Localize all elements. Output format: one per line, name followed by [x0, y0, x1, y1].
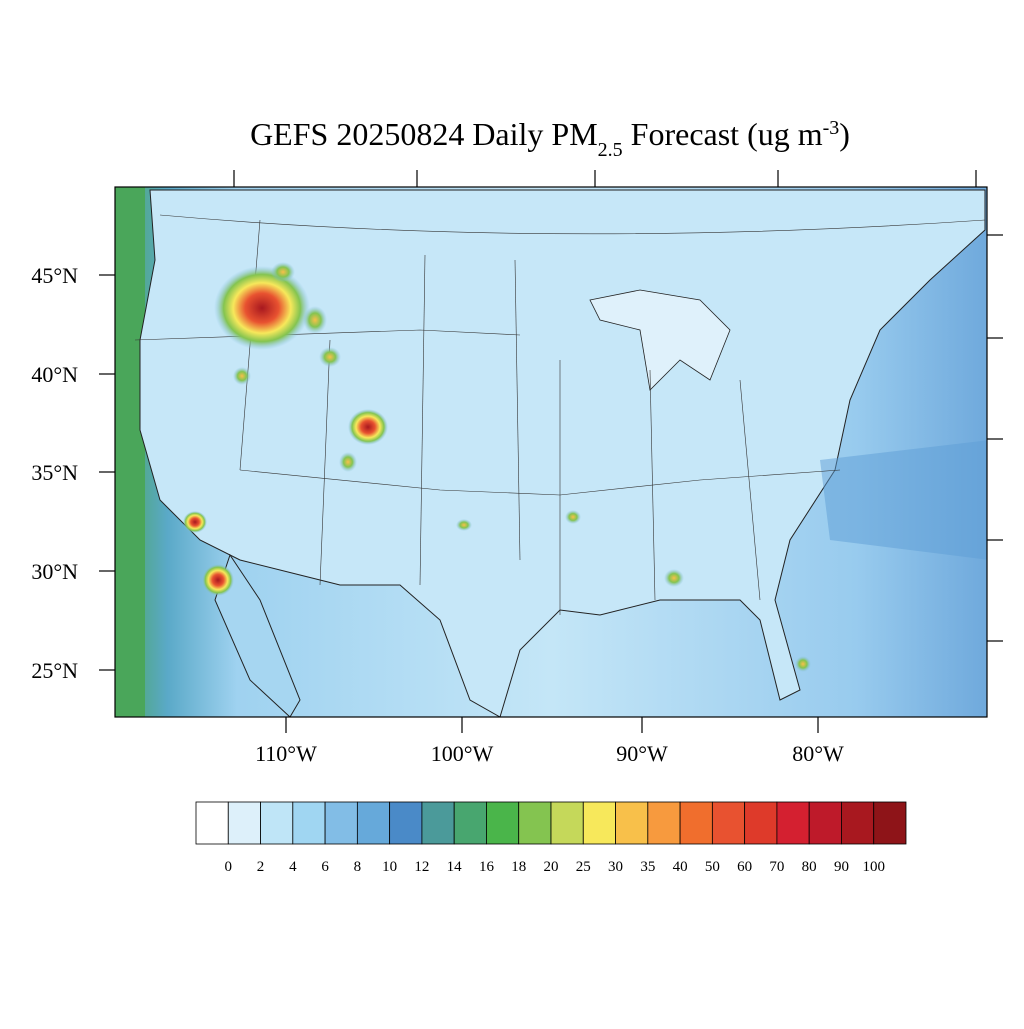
- colorbar-label: 100: [862, 859, 885, 875]
- title: GEFS 20250824 Daily PM2.5 Forecast (ug m…: [250, 116, 850, 161]
- lat-label: 35°N: [31, 460, 78, 485]
- great-lakes: [589, 289, 731, 391]
- colorbar-label: 60: [737, 859, 752, 875]
- colorbar-box: [486, 801, 520, 845]
- title-subscript: 2.5: [598, 139, 623, 161]
- map: [115, 187, 987, 717]
- colorbar-box: [873, 801, 907, 845]
- colorbar-box: [582, 801, 616, 845]
- colorbar-box: [841, 801, 875, 845]
- colorbar-label: 14: [447, 859, 463, 875]
- colorbar-label: 20: [544, 859, 559, 875]
- smoke-plume: [664, 569, 684, 587]
- smoke-plume: [233, 367, 251, 385]
- lat-label: 25°N: [31, 658, 78, 683]
- smoke-plume: [795, 656, 811, 672]
- lon-label: 100°W: [431, 741, 494, 766]
- colorbar-box: [260, 801, 294, 845]
- colorbar-box: [679, 801, 713, 845]
- colorbar-label: 30: [608, 859, 623, 875]
- colorbar-box: [615, 801, 649, 845]
- lon-label: 80°W: [792, 741, 844, 766]
- colorbar-label: 12: [414, 859, 429, 875]
- colorbar-label: 6: [321, 859, 329, 875]
- colorbar-label: 2: [257, 859, 265, 875]
- colorbar-label: 18: [511, 859, 526, 875]
- smoke-plume: [303, 306, 327, 334]
- lat-label: 40°N: [31, 362, 78, 387]
- lon-label: 110°W: [255, 741, 317, 766]
- map-frame: [114, 186, 988, 718]
- smoke-plume: [339, 452, 357, 472]
- colorbar-box: [744, 801, 778, 845]
- colorbar-label: 50: [705, 859, 720, 875]
- colorbar-box: [324, 801, 358, 845]
- baja: [214, 553, 301, 717]
- colorbar-box: [421, 801, 455, 845]
- colorbar-box: [195, 801, 229, 845]
- colorbar-box: [292, 801, 326, 845]
- colorbar-box: [776, 801, 810, 845]
- colorbar-label: 10: [382, 859, 397, 875]
- lat-label: 45°N: [31, 263, 78, 288]
- colorbar-box: [711, 801, 746, 845]
- land: [139, 189, 986, 717]
- smoke-plume: [214, 266, 310, 350]
- smoke-plume: [271, 262, 295, 282]
- smoke-plume: [565, 510, 581, 524]
- smoke-plume: [183, 511, 207, 533]
- title-main: GEFS 20250824 Daily PM: [250, 116, 598, 152]
- colorbar-box: [356, 801, 391, 845]
- title-middle: Forecast (ug m: [623, 116, 823, 152]
- colorbar-label: 40: [673, 859, 688, 875]
- colorbar-box: [453, 801, 487, 845]
- smoke-plume: [348, 409, 388, 445]
- colorbar: 0 2 4 6 8 10 12 14 16 18 20 25 30 35 40 50 60 70 80 90 100: [195, 801, 907, 875]
- colorbar-label: 8: [354, 859, 362, 875]
- colorbar-label: 16: [479, 859, 495, 875]
- colorbar-label: 70: [769, 859, 784, 875]
- colorbar-box: [808, 801, 842, 845]
- colorbar-box: [227, 801, 261, 845]
- frame-ticks: [99, 170, 1003, 733]
- colorbar-label: 25: [576, 859, 591, 875]
- pacific-band: [115, 187, 145, 717]
- colorbar-box: [647, 801, 681, 845]
- colorbar-label: 4: [289, 859, 297, 875]
- axis-labels: 45°N 40°N 35°N 30°N 25°N 110°W 100°W 90°W 80°W: [31, 263, 844, 766]
- colorbar-label: 0: [225, 859, 233, 875]
- smoke-plume: [456, 519, 472, 531]
- colorbar-box: [389, 801, 423, 845]
- smoke-plume: [202, 564, 234, 596]
- colorbar-label: 80: [802, 859, 817, 875]
- colorbar-box: [550, 801, 584, 845]
- title-superscript: -3: [823, 117, 840, 139]
- colorbar-box: [518, 801, 552, 845]
- colorbar-label: 90: [834, 859, 849, 875]
- lat-label: 30°N: [31, 559, 78, 584]
- smoke-plume: [319, 347, 341, 367]
- lon-label: 90°W: [616, 741, 668, 766]
- colorbar-label: 35: [640, 859, 655, 875]
- state-lines: [134, 214, 986, 615]
- title-end: ): [839, 116, 850, 152]
- atlantic-band: [820, 440, 987, 560]
